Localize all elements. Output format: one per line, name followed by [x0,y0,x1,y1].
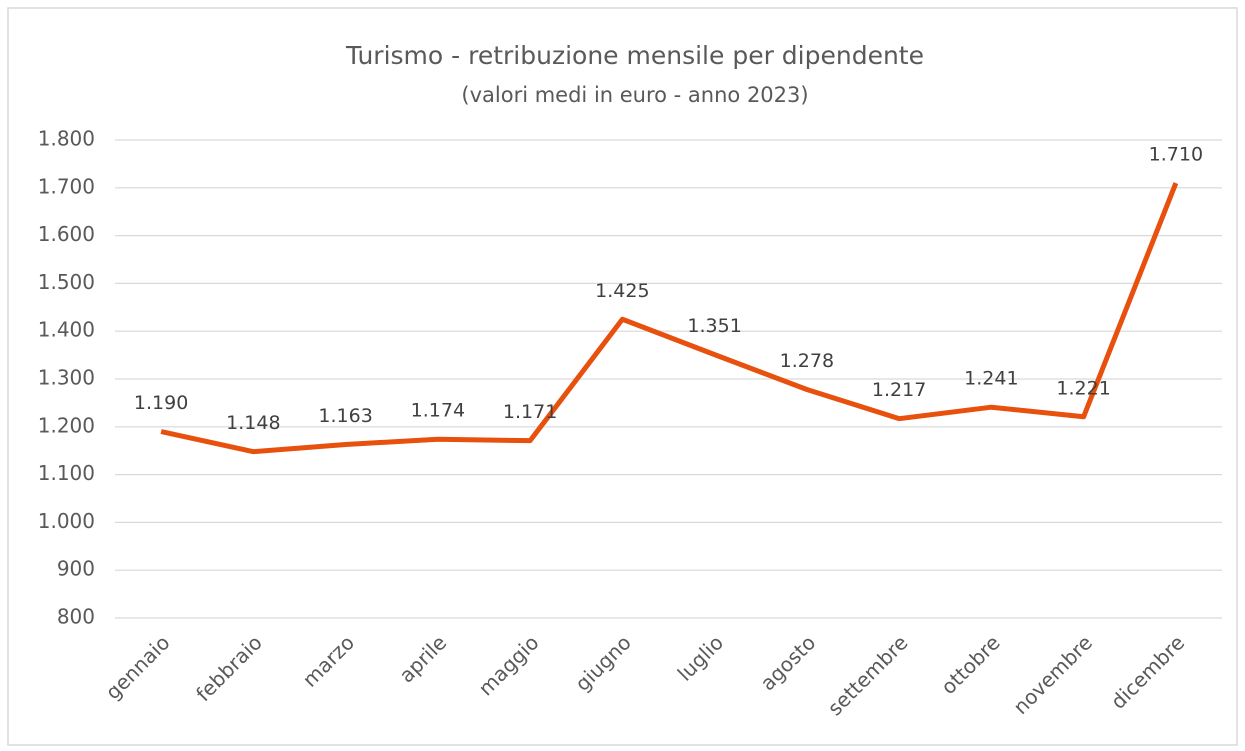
y-tick-label: 1.100 [38,461,95,485]
y-tick-label: 1.700 [38,174,95,198]
data-label: 1.171 [503,401,557,423]
data-line [160,182,1179,455]
data-label: 1.163 [318,405,372,427]
data-label: 1.221 [1056,377,1110,399]
data-label: 1.425 [595,280,649,302]
chart-frame [7,7,1238,746]
data-label: 1.710 [1149,144,1203,166]
data-label: 1.351 [687,315,741,337]
y-tick-label: 1.000 [38,509,95,533]
data-label: 1.241 [964,368,1018,390]
y-tick-label: 1.800 [38,127,95,151]
chart-title: Turismo - retribuzione mensile per dipen… [345,41,924,70]
data-label: 1.278 [780,350,834,372]
y-tick-label: 1.600 [38,222,95,246]
data-label: 1.217 [872,379,926,401]
data-label: 1.148 [226,412,280,434]
data-label: 1.174 [411,400,465,422]
y-tick-label: 1.500 [38,270,95,294]
y-tick-label: 800 [57,605,95,629]
y-tick-label: 1.200 [38,413,95,437]
y-tick-label: 900 [57,557,95,581]
y-tick-label: 1.400 [38,318,95,342]
y-tick-label: 1.300 [38,366,95,390]
chart-subtitle: (valori medi in euro - anno 2023) [461,83,808,107]
data-label: 1.190 [134,392,188,414]
